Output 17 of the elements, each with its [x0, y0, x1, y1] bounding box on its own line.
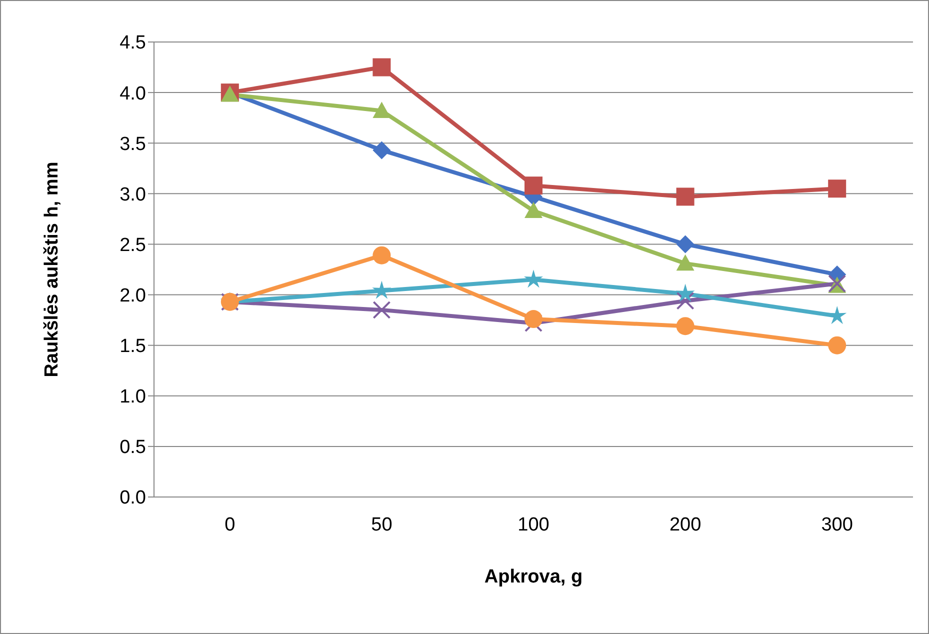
y-tick-label: 4.5 — [120, 32, 146, 54]
y-tick-label: 2.0 — [120, 286, 146, 307]
y-tick-label: 1.0 — [120, 386, 146, 408]
y-tick-label: 0.5 — [120, 437, 146, 458]
y-tick-label: 3.0 — [120, 184, 146, 206]
y-axis-title: Raukšlės aukštis h, mm — [42, 162, 63, 378]
y-tick-label: 1.5 — [120, 336, 146, 358]
x-tick-label: 200 — [669, 514, 702, 536]
x-tick-label: 50 — [371, 514, 392, 536]
y-tick-label: 4.0 — [120, 83, 146, 104]
y-tick-label: 3.5 — [120, 134, 146, 155]
x-tick-label: 300 — [821, 514, 853, 536]
x-axis-title: Apkrova, g — [484, 566, 583, 588]
x-tick-label: 100 — [518, 514, 550, 536]
y-tick-label: 0.0 — [120, 488, 146, 509]
x-tick-label: 0 — [224, 514, 236, 536]
y-tick-label: 2.5 — [120, 234, 146, 256]
